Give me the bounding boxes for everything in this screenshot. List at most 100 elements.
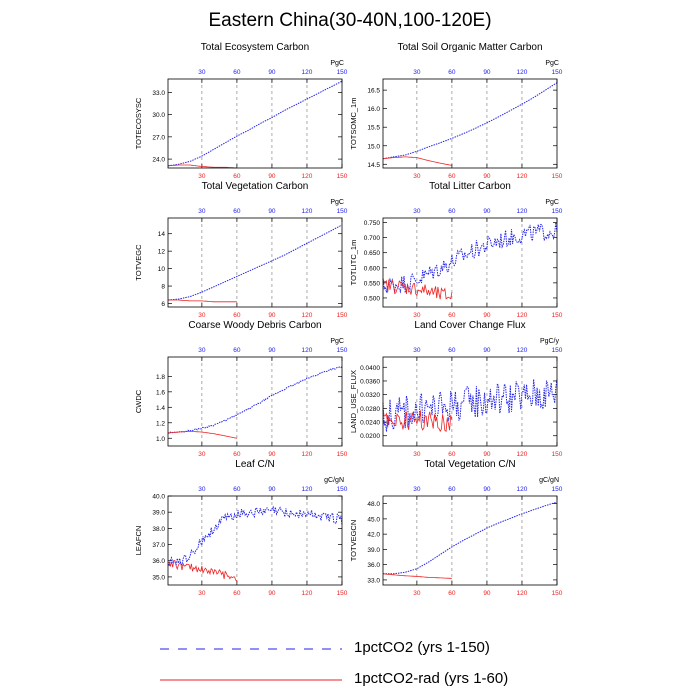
panel-1-top-x-tick-label-60: 60 — [233, 69, 241, 76]
panel-2-top-x-tick-label-60: 60 — [448, 69, 456, 76]
panel-6-x-tick-label-90: 90 — [483, 451, 491, 458]
panel-2-top-x-tick-label-90: 90 — [483, 69, 491, 76]
panel-3-x-tick-label-120: 120 — [302, 312, 313, 319]
panel-4-top-x-tick-label-90: 90 — [483, 208, 491, 215]
panel-2-y-tick-label-0: 14.5 — [367, 162, 380, 169]
panel-7-y-tick-label-1: 36.0 — [152, 558, 165, 565]
panel-6-x-tick-label-60: 60 — [448, 451, 456, 458]
panel-8-top-x-tick-label-90: 90 — [483, 486, 491, 493]
panel-3-top-x-tick-label-90: 90 — [268, 208, 276, 215]
panel-6-y-tick-label-1: 0.0240 — [360, 420, 380, 427]
panel-8-y-tick-label-2: 39.0 — [367, 547, 380, 554]
panel-6-y-axis-label: LAND_USE_FLUX — [349, 370, 358, 433]
panel-1-frame — [167, 78, 343, 169]
panel-2-unit-label: PgC — [545, 60, 559, 67]
panel-8-y-tick-label-0: 33.0 — [367, 577, 380, 584]
panel-5-x-tick-label-90: 90 — [268, 451, 276, 458]
panel-3-x-tick-label-150: 150 — [337, 312, 348, 319]
panel-7-unit-label: gC/gN — [324, 477, 344, 484]
panel-6-y-tick-label-0: 0.0200 — [360, 433, 380, 440]
panel-5-top-x-tick-label-60: 60 — [233, 347, 241, 354]
panel-7-y-tick-label-5: 40.0 — [152, 494, 165, 501]
panel-7-top-x-tick-label-60: 60 — [233, 486, 241, 493]
panel-5-x-tick-label-120: 120 — [302, 451, 313, 458]
panel-4-unit-label: PgC — [545, 199, 559, 206]
panel-3-top-x-tick-label-150: 150 — [337, 208, 348, 215]
panel-1-unit-label: PgC — [330, 60, 344, 67]
panel-3-y-tick-label-4: 14 — [158, 231, 166, 238]
panel-4-x-tick-label-30: 30 — [413, 312, 421, 319]
panel-6-x-tick-label-30: 30 — [413, 451, 421, 458]
panel-1-top-x-tick-label-30: 30 — [198, 69, 206, 76]
panel-3-series-1pctco2-rad-line — [168, 299, 237, 303]
panel-4-series-1pctco2-line — [382, 222, 558, 294]
panel-4-top-x-tick-label-120: 120 — [517, 208, 528, 215]
panel-5-y-tick-label-0: 1.0 — [156, 436, 165, 443]
panel-1-x-tick-label-90: 90 — [268, 173, 276, 180]
panel-1-y-axis-label: TOTECOSYSC — [134, 97, 143, 149]
panel-6-unit-label: PgC/y — [540, 338, 560, 345]
panel-6-x-tick-label-120: 120 — [517, 451, 528, 458]
panel-2-x-tick-label-90: 90 — [483, 173, 491, 180]
panel-8-title: Total Vegetation C/N — [424, 459, 515, 470]
panel-4-x-tick-label-90: 90 — [483, 312, 491, 319]
panel-3-top-x-tick-label-30: 30 — [198, 208, 206, 215]
panel-6-top-x-tick-label-120: 120 — [517, 347, 528, 354]
panel-2-x-tick-label-120: 120 — [517, 173, 528, 180]
panel-4-y-axis-label: TOTLITC_1m — [349, 240, 358, 286]
panel-8-top-x-tick-label-120: 120 — [517, 486, 528, 493]
panel-1-y-tick-label-0: 24.0 — [152, 157, 165, 164]
panel-8-y-axis-label: TOTVEGCN — [349, 520, 358, 562]
panel-7-x-tick-label-60: 60 — [233, 590, 241, 597]
panel-7-top-x-tick-label-120: 120 — [302, 486, 313, 493]
panel-2-top-x-tick-label-120: 120 — [517, 69, 528, 76]
panel-3-x-tick-label-60: 60 — [233, 312, 241, 319]
panel-6-top-x-tick-label-150: 150 — [552, 347, 563, 354]
panel-4-frame — [382, 217, 558, 308]
panel-3-series-1pctco2-line — [167, 224, 343, 301]
panel-7-top-x-tick-label-90: 90 — [268, 486, 276, 493]
panel-7-title: Leaf C/N — [235, 459, 274, 470]
panel-3-y-tick-label-0: 6 — [161, 301, 165, 308]
panel-5-y-tick-label-1: 1.2 — [156, 420, 165, 427]
panel-4-x-tick-label-60: 60 — [448, 312, 456, 319]
panel-2-y-tick-label-1: 15.0 — [367, 143, 380, 150]
panel-6-y-tick-label-5: 0.0400 — [360, 365, 380, 372]
panel-4-y-tick-label-4: 0.700 — [364, 235, 381, 242]
panel-2-y-axis-label: TOTSOMC_1m — [349, 98, 358, 150]
panel-3-y-tick-label-3: 12 — [158, 249, 166, 256]
panel-1-y-tick-label-1: 27.0 — [152, 134, 165, 141]
panel-1-top-x-tick-label-150: 150 — [337, 69, 348, 76]
panel-8-series-1pctco2-rad-line — [382, 573, 452, 579]
panel-5-y-axis-label: CWDC — [134, 389, 143, 413]
panel-1-y-tick-label-2: 30.0 — [152, 112, 165, 119]
panel-1-title: Total Ecosystem Carbon — [201, 42, 309, 53]
panel-8-top-x-tick-label-150: 150 — [552, 486, 563, 493]
panel-7-x-tick-label-90: 90 — [268, 590, 276, 597]
panel-2-x-tick-label-30: 30 — [413, 173, 421, 180]
panel-2-top-x-tick-label-30: 30 — [413, 69, 421, 76]
panel-7-top-x-tick-label-150: 150 — [337, 486, 348, 493]
panel-4-y-tick-label-5: 0.750 — [364, 220, 381, 227]
panel-2-series-1pctco2-rad-line — [382, 156, 452, 166]
panel-1-top-x-tick-label-90: 90 — [268, 69, 276, 76]
panel-3-x-tick-label-30: 30 — [198, 312, 206, 319]
figure-title: Eastern China(30-40N,100-120E) — [208, 10, 492, 31]
panel-8-x-tick-label-150: 150 — [552, 590, 563, 597]
panel-4-title: Total Litter Carbon — [429, 181, 511, 192]
panel-7-x-tick-label-30: 30 — [198, 590, 206, 597]
panel-7-frame — [167, 495, 343, 586]
panel-6-series-1pctco2-rad-line — [382, 410, 453, 433]
panel-5-y-tick-label-3: 1.6 — [156, 389, 165, 396]
panel-1-x-tick-label-60: 60 — [233, 173, 241, 180]
panel-6-y-tick-label-4: 0.0360 — [360, 378, 380, 385]
panel-4-y-tick-label-2: 0.600 — [364, 265, 381, 272]
panel-4-top-x-tick-label-150: 150 — [552, 208, 563, 215]
panel-3-y-axis-label: TOTVEGC — [134, 244, 143, 281]
panel-7-y-tick-label-0: 35.0 — [152, 574, 165, 581]
panel-7-x-tick-label-120: 120 — [302, 590, 313, 597]
panel-4-y-tick-label-3: 0.650 — [364, 250, 381, 257]
panel-4-series-1pctco2-rad-line — [382, 278, 453, 300]
panel-7-y-tick-label-4: 39.0 — [152, 510, 165, 517]
